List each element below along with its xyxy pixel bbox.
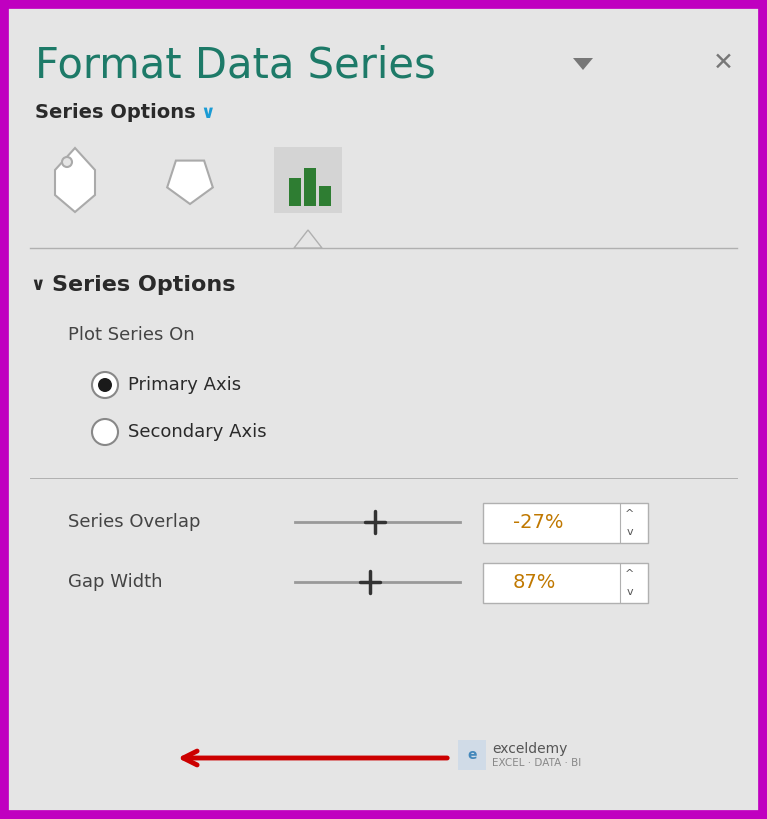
FancyBboxPatch shape bbox=[483, 503, 648, 543]
Text: 87%: 87% bbox=[513, 573, 556, 592]
FancyBboxPatch shape bbox=[274, 147, 342, 213]
Polygon shape bbox=[55, 148, 95, 212]
Polygon shape bbox=[573, 58, 593, 70]
Text: ^: ^ bbox=[625, 569, 634, 579]
Text: ∨: ∨ bbox=[200, 104, 215, 122]
Text: Gap Width: Gap Width bbox=[68, 573, 163, 591]
FancyBboxPatch shape bbox=[483, 563, 648, 603]
Text: EXCEL · DATA · BI: EXCEL · DATA · BI bbox=[492, 758, 581, 768]
Text: exceldemy: exceldemy bbox=[492, 742, 568, 756]
Circle shape bbox=[62, 157, 72, 167]
Text: Format Data Series: Format Data Series bbox=[35, 44, 436, 86]
Text: -27%: -27% bbox=[513, 514, 564, 532]
Text: v: v bbox=[627, 587, 634, 597]
Text: e: e bbox=[467, 748, 477, 762]
Text: Primary Axis: Primary Axis bbox=[128, 376, 241, 394]
Polygon shape bbox=[167, 161, 212, 204]
Circle shape bbox=[98, 378, 112, 392]
Text: Series Options: Series Options bbox=[52, 275, 235, 295]
Text: v: v bbox=[627, 527, 634, 537]
Text: ^: ^ bbox=[625, 509, 634, 519]
FancyBboxPatch shape bbox=[304, 168, 316, 206]
Text: ✕: ✕ bbox=[713, 51, 733, 75]
FancyBboxPatch shape bbox=[319, 186, 331, 206]
Polygon shape bbox=[294, 230, 322, 248]
Text: Secondary Axis: Secondary Axis bbox=[128, 423, 267, 441]
Text: ∨: ∨ bbox=[30, 276, 44, 294]
Circle shape bbox=[92, 419, 118, 445]
Text: Series Options: Series Options bbox=[35, 103, 196, 123]
FancyBboxPatch shape bbox=[458, 740, 486, 770]
FancyBboxPatch shape bbox=[289, 178, 301, 206]
Text: Plot Series On: Plot Series On bbox=[68, 326, 195, 344]
Circle shape bbox=[92, 372, 118, 398]
Text: Series Overlap: Series Overlap bbox=[68, 513, 200, 531]
